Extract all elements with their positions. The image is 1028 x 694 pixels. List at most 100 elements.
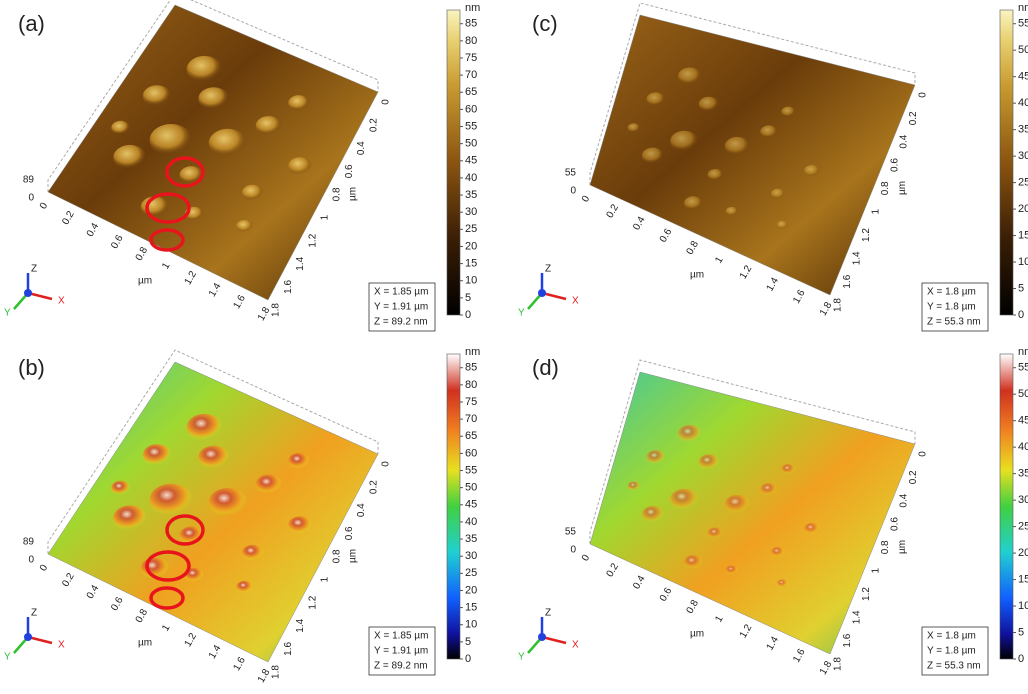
x-tick-label: 0.8 [685, 598, 702, 616]
y-axis-label: µm [897, 181, 908, 195]
info-box [921, 626, 989, 676]
x-tick-label: 0.2 [605, 202, 622, 220]
triad-x [27, 291, 53, 301]
grain [149, 124, 193, 157]
x-tick-label: 0.4 [85, 221, 102, 239]
grain [242, 184, 264, 201]
panel: (a)89000.20.40.60.811.21.41.61.8µm00.20.… [4, 0, 480, 332]
colorbar-tick-label: 5 [1018, 282, 1024, 294]
colorbar-tick-label: 45 [1018, 415, 1028, 427]
panel: (c)55000.20.40.60.811.21.41.61.8µm00.20.… [518, 2, 1028, 332]
x-axis-label: µm [138, 638, 152, 649]
y-tick-label: 0.4 [899, 493, 910, 507]
grain [770, 546, 786, 558]
colorbar-unit: nm [1018, 2, 1028, 14]
y-tick-label: 0.6 [889, 517, 900, 531]
colorbar-tick-label: 0 [1018, 309, 1024, 321]
surface [589, 14, 916, 296]
grain [142, 444, 172, 466]
triad-label: Y [4, 652, 11, 663]
z-label: 0 [570, 545, 576, 556]
colorbar-tick-label: 30 [1018, 150, 1028, 162]
y-tick-label: 0.2 [368, 480, 379, 494]
colorbar-tick-label: 15 [465, 602, 477, 614]
y-tick-label: 1.2 [307, 233, 318, 247]
colorbar-tick-label: 40 [1018, 441, 1028, 453]
grain [683, 555, 704, 570]
grain [627, 481, 641, 491]
y-tick-label: 1.8 [833, 298, 844, 312]
y-axis-label: µm [348, 549, 359, 563]
colorbar-tick-label: 35 [1018, 124, 1028, 136]
y-tick-label: 0 [381, 99, 392, 105]
x-tick-label: 1.4 [765, 634, 782, 652]
colorbar-tick-label: 0 [465, 653, 471, 665]
highlight-circle [165, 156, 205, 188]
grain [641, 506, 665, 523]
z-label: 0 [28, 555, 34, 566]
grain [646, 450, 666, 465]
grain [776, 579, 789, 588]
y-tick-label: 0 [918, 451, 929, 457]
triad-origin [24, 289, 32, 297]
colorbar [446, 353, 461, 660]
x-tick-label: 0 [38, 201, 51, 212]
grain [725, 206, 739, 217]
y-tick-label: 1.8 [271, 665, 282, 679]
y-axis-label: µm [897, 540, 908, 554]
grain [255, 474, 283, 495]
y-tick-label: 1.4 [852, 610, 863, 624]
colorbar-tick-label: 85 [465, 362, 477, 374]
y-tick-label: 0.2 [908, 111, 919, 125]
frame [589, 2, 916, 185]
triad-origin [538, 289, 546, 297]
info-text: X = 1.85 µm [374, 631, 428, 642]
grain [760, 483, 778, 497]
grain [781, 463, 796, 475]
grain [186, 413, 223, 441]
y-tick-label: 1.6 [842, 633, 853, 647]
colorbar-tick-label: 85 [465, 18, 477, 30]
z-label: 0 [570, 186, 576, 197]
info-text: Z = 55.3 nm [927, 317, 981, 328]
grain [698, 96, 720, 113]
frame [47, 0, 379, 192]
colorbar-tick-label: 15 [1018, 573, 1028, 585]
y-tick-label: 1.4 [852, 251, 863, 265]
grain [186, 55, 223, 83]
triad-label: X [572, 640, 579, 651]
highlight-circle [149, 586, 185, 610]
triad-x [541, 635, 567, 645]
grain [179, 166, 204, 185]
colorbar [999, 353, 1014, 660]
grain [113, 144, 147, 171]
colorbar-tick-label: 25 [1018, 177, 1028, 189]
colorbar-tick-label: 55 [1018, 18, 1028, 30]
surface [47, 361, 379, 663]
x-tick-label: 0.2 [605, 561, 622, 579]
triad-origin [538, 633, 546, 641]
triad-label: X [58, 296, 65, 307]
colorbar-tick-label: 40 [1018, 97, 1028, 109]
x-tick-label: 0.6 [109, 233, 126, 251]
grain [111, 480, 131, 496]
grain [776, 220, 789, 230]
highlight-circle [145, 550, 191, 582]
y-tick-label: 0.8 [880, 540, 891, 554]
x-tick-label: 1 [713, 255, 726, 266]
grain [111, 120, 131, 136]
x-tick-label: 1.6 [231, 293, 248, 311]
y-tick-label: 1.8 [271, 303, 282, 317]
colorbar-tick-label: 10 [1018, 600, 1028, 612]
z-label: 89 [23, 175, 35, 186]
x-tick-label: 0 [38, 563, 51, 574]
colorbar-tick-label: 30 [1018, 494, 1028, 506]
grain [149, 483, 193, 517]
grain [236, 219, 254, 233]
triad-label: Z [545, 608, 551, 619]
colorbar-tick-label: 0 [1018, 653, 1024, 665]
y-tick-label: 1 [320, 576, 331, 582]
panel-label: (a) [18, 11, 45, 36]
x-tick-label: 0.8 [685, 239, 702, 257]
grain [678, 67, 702, 86]
